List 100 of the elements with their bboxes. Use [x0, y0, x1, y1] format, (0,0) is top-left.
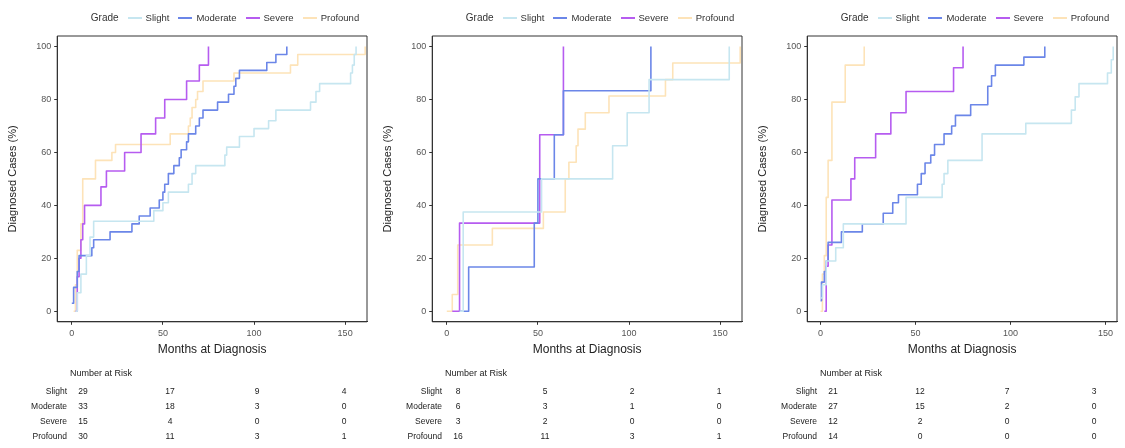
text: 16: [453, 431, 463, 441]
x-tick-label: 100: [1003, 327, 1019, 338]
legend-title: Grade: [90, 12, 119, 23]
text: 0: [1003, 431, 1011, 441]
y-tick-label: 80: [416, 94, 427, 104]
text: 5: [541, 386, 549, 396]
text: 21: [828, 386, 838, 396]
text: 4: [166, 416, 174, 426]
category-label: Slight: [795, 386, 817, 396]
y-tick-label: 40: [791, 199, 802, 210]
text: 3: [628, 431, 636, 441]
y-tick-label: 100: [411, 41, 427, 52]
x-tick-label: 100: [246, 327, 262, 338]
x-tick-label: 50: [910, 327, 921, 338]
x-axis-title: Months at Diagnosis: [907, 342, 1017, 357]
text: 0: [628, 416, 636, 426]
text: 1: [715, 431, 723, 441]
text: 7: [1003, 386, 1011, 396]
y-axis-title: Diagnosed Cases (%): [755, 125, 768, 233]
text: 0: [1090, 431, 1098, 441]
text: 1: [340, 431, 348, 441]
y-tick-label: 60: [791, 146, 802, 157]
y-tick-label: 40: [416, 199, 427, 210]
category-label: Moderate: [781, 401, 817, 411]
y-tick-label: 60: [41, 146, 52, 157]
x-axis-title: Months at Diagnosis: [532, 342, 642, 357]
y-tick-label: 0: [46, 305, 52, 316]
y-axis-title: Diagnosed Cases (%): [5, 125, 18, 233]
x-tick-label: 150: [1098, 327, 1114, 338]
legend-label: Severe: [263, 12, 294, 23]
legend-label: Profound: [695, 12, 735, 23]
text: 0: [715, 416, 723, 426]
text: 12: [914, 386, 926, 396]
text: 29: [78, 386, 88, 396]
legend-label: Severe: [638, 12, 669, 23]
x-tick-label: 50: [532, 327, 543, 338]
y-axis-title: Diagnosed Cases (%): [380, 125, 393, 233]
y-tick-label: 60: [416, 146, 427, 157]
text: 6: [455, 401, 461, 411]
text: 0: [1003, 416, 1011, 426]
text: Number at Risk: [70, 368, 133, 378]
legend-label: Severe: [1013, 12, 1044, 23]
legend-label: Slight: [520, 12, 545, 23]
y-tick-label: 100: [36, 41, 52, 52]
x-tick-label: 100: [621, 327, 637, 338]
y-tick-label: 40: [41, 199, 52, 210]
legend-label: Moderate: [571, 12, 612, 23]
text: 8: [455, 386, 461, 396]
text: 0: [253, 416, 261, 426]
legend-label: Slight: [895, 12, 920, 23]
y-tick-label: 80: [791, 94, 802, 104]
x-axis-title: Months at Diagnosis: [157, 342, 267, 357]
text: 1: [715, 386, 723, 396]
x-tick-label: 150: [337, 327, 353, 338]
text: 17: [164, 386, 176, 396]
y-tick-label: 20: [416, 252, 427, 263]
text: 33: [78, 401, 88, 411]
text: 0: [340, 401, 348, 411]
legend-title: Grade: [840, 12, 869, 23]
legend-label: Profound: [320, 12, 360, 23]
text: 27: [828, 401, 838, 411]
category-label: Profound: [32, 431, 67, 441]
text: 3: [253, 431, 261, 441]
text: 3: [455, 416, 461, 426]
text: 0: [1090, 416, 1098, 426]
text: 2: [916, 416, 924, 426]
text: 0: [1090, 401, 1098, 411]
text: 3: [1090, 386, 1098, 396]
x-tick-label: 50: [157, 327, 168, 338]
x-tick-label: 0: [818, 327, 824, 338]
text: 4: [340, 386, 348, 396]
text: 15: [914, 401, 926, 411]
legend-label: Moderate: [196, 12, 237, 23]
legend-label: Slight: [145, 12, 170, 23]
text: 3: [541, 401, 549, 411]
category-label: Severe: [415, 416, 442, 426]
x-tick-label: 0: [444, 327, 450, 338]
text: 2: [628, 386, 636, 396]
category-label: Slight: [45, 386, 67, 396]
y-tick-label: 100: [786, 41, 802, 52]
y-tick-label: 0: [421, 305, 427, 316]
text: 30: [78, 431, 88, 441]
category-label: Slight: [420, 386, 442, 396]
category-label: Profound: [407, 431, 442, 441]
y-tick-label: 20: [41, 252, 52, 263]
text: 1: [628, 401, 636, 411]
x-tick-label: 150: [712, 327, 728, 338]
y-tick-label: 80: [41, 94, 52, 104]
text: 11: [164, 431, 176, 441]
text: 11: [539, 431, 551, 441]
category-label: Severe: [790, 416, 817, 426]
y-tick-label: 0: [796, 305, 802, 316]
text: 2: [1003, 401, 1011, 411]
category-label: Profound: [782, 431, 817, 441]
x-tick-label: 0: [69, 327, 75, 338]
text: 2: [541, 416, 549, 426]
text: 14: [828, 431, 838, 441]
legend-label: Profound: [1070, 12, 1110, 23]
legend-label: Moderate: [946, 12, 987, 23]
text: 0: [715, 401, 723, 411]
